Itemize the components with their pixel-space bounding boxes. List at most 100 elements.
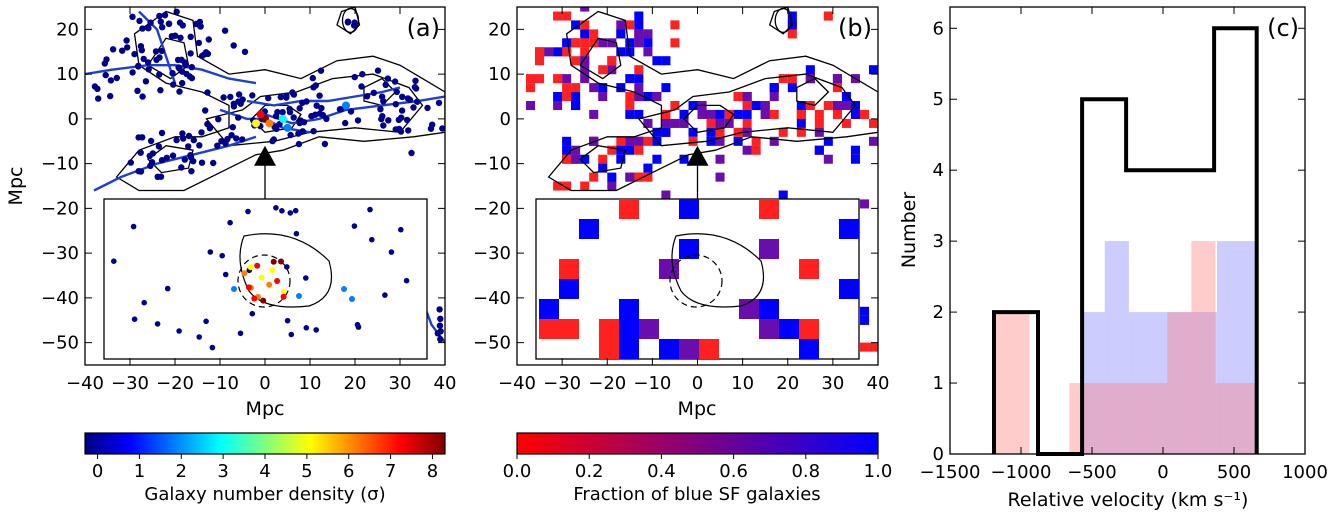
galaxy-point bbox=[195, 39, 203, 47]
fraction-cell bbox=[706, 118, 716, 128]
galaxy-point bbox=[410, 104, 417, 111]
fraction-cell bbox=[688, 127, 698, 137]
colorbar-tick-label: 7 bbox=[385, 461, 396, 482]
inset-galaxy-point bbox=[293, 230, 300, 237]
inset-galaxy-point bbox=[237, 330, 244, 337]
fraction-cell bbox=[562, 11, 572, 21]
fraction-cell bbox=[715, 109, 725, 119]
galaxy-point bbox=[377, 106, 384, 113]
galaxy-point bbox=[287, 131, 294, 139]
inset-fraction-cell bbox=[839, 279, 859, 299]
fraction-cell bbox=[760, 109, 770, 119]
inset-fraction-cell bbox=[619, 339, 639, 359]
galaxy-point bbox=[347, 108, 355, 115]
galaxy-point bbox=[159, 24, 166, 31]
fraction-cell bbox=[580, 74, 590, 84]
galaxy-point bbox=[202, 107, 209, 114]
galaxy-point bbox=[206, 125, 214, 132]
galaxy-point bbox=[235, 114, 242, 121]
panel-b-label: (b) bbox=[838, 14, 872, 42]
fraction-cell bbox=[769, 109, 779, 119]
galaxy-point bbox=[316, 92, 323, 99]
galaxy-point bbox=[119, 47, 126, 54]
fraction-cell bbox=[607, 65, 617, 75]
galaxy-point bbox=[249, 92, 256, 99]
galaxy-point bbox=[158, 157, 166, 164]
fraction-cell bbox=[850, 109, 860, 119]
galaxy-point bbox=[157, 18, 164, 25]
fraction-colorbar-ticks: 0.0 0.2 0.4 0.6 0.8 1.0 bbox=[503, 454, 892, 482]
fraction-cell bbox=[760, 101, 770, 111]
contour-level-3 bbox=[683, 104, 735, 133]
fraction-cell bbox=[751, 145, 761, 155]
galaxy-point bbox=[188, 74, 196, 82]
fraction-cell bbox=[670, 38, 680, 48]
fraction-cell bbox=[535, 47, 545, 57]
galaxy-point bbox=[359, 71, 366, 78]
x-tick-label: 30 bbox=[821, 373, 844, 394]
inset-fraction-cell bbox=[659, 339, 679, 359]
fraction-cell bbox=[706, 127, 716, 137]
blue-sf-bar bbox=[1150, 312, 1195, 454]
galaxy-point bbox=[146, 152, 153, 160]
fraction-cell bbox=[796, 101, 806, 111]
fraction-cell bbox=[571, 83, 581, 93]
galaxy-point bbox=[313, 102, 320, 109]
fraction-cell bbox=[796, 118, 806, 128]
galaxy-point bbox=[131, 50, 138, 58]
galaxy-point bbox=[163, 154, 170, 161]
fraction-cell bbox=[652, 154, 662, 164]
inset-galaxy-point bbox=[176, 328, 182, 334]
inset-fraction-cell bbox=[579, 219, 599, 239]
fraction-cell bbox=[733, 127, 743, 137]
fraction-cell bbox=[643, 172, 653, 182]
inset-galaxy-point bbox=[111, 258, 117, 265]
inset-galaxy-point bbox=[203, 318, 209, 325]
y-tick-label: 3 bbox=[933, 231, 944, 252]
fraction-cell bbox=[625, 172, 635, 182]
fraction-cell bbox=[634, 109, 644, 119]
fraction-cell bbox=[616, 83, 626, 93]
density-colorbar-ticks: 0 1 2 3 4 5 6 7 8 bbox=[92, 454, 438, 482]
galaxy-point bbox=[173, 136, 180, 144]
inset-fraction-cell bbox=[619, 199, 639, 219]
galaxy-point bbox=[230, 42, 237, 49]
inset-fraction-cell bbox=[799, 319, 819, 339]
density-colorbar-label: Galaxy number density (σ) bbox=[144, 484, 385, 505]
fraction-cell bbox=[832, 74, 842, 84]
x-tick-label: 30 bbox=[389, 373, 412, 394]
inset-galaxy-point bbox=[351, 223, 358, 229]
inset-galaxy-point bbox=[369, 236, 375, 243]
contour-lobe bbox=[147, 37, 190, 80]
inset-galaxy-point bbox=[303, 325, 310, 331]
galaxy-point bbox=[173, 8, 180, 15]
filament bbox=[85, 64, 257, 85]
fraction-cell bbox=[661, 118, 671, 128]
fraction-cell bbox=[634, 136, 644, 146]
panel-b-inset-content bbox=[539, 199, 859, 359]
y-tick-label: −40 bbox=[473, 288, 511, 309]
galaxy-point bbox=[152, 48, 160, 55]
y-tick-label: 10 bbox=[488, 64, 511, 85]
y-tick-label: 20 bbox=[488, 19, 511, 40]
galaxy-point bbox=[156, 71, 163, 78]
y-tick-label: 20 bbox=[56, 19, 79, 40]
fraction-cell bbox=[814, 109, 824, 119]
y-tick-label: 0 bbox=[500, 109, 511, 130]
fraction-cell bbox=[688, 101, 698, 111]
galaxy-point bbox=[205, 36, 212, 43]
fraction-cell bbox=[589, 83, 599, 93]
galaxy-point bbox=[180, 135, 187, 142]
fraction-cell bbox=[643, 29, 653, 39]
red-galaxy-bar bbox=[1215, 383, 1257, 454]
fraction-cell bbox=[598, 65, 608, 75]
fraction-cell bbox=[778, 190, 788, 200]
fraction-cell bbox=[643, 163, 653, 173]
fraction-cell bbox=[742, 118, 752, 128]
fraction-cell bbox=[670, 20, 680, 30]
fraction-cell bbox=[580, 47, 590, 57]
fraction-cell bbox=[869, 118, 878, 128]
galaxy-point bbox=[391, 78, 399, 85]
galaxy-point bbox=[321, 140, 329, 148]
fraction-cell bbox=[878, 164, 887, 173]
